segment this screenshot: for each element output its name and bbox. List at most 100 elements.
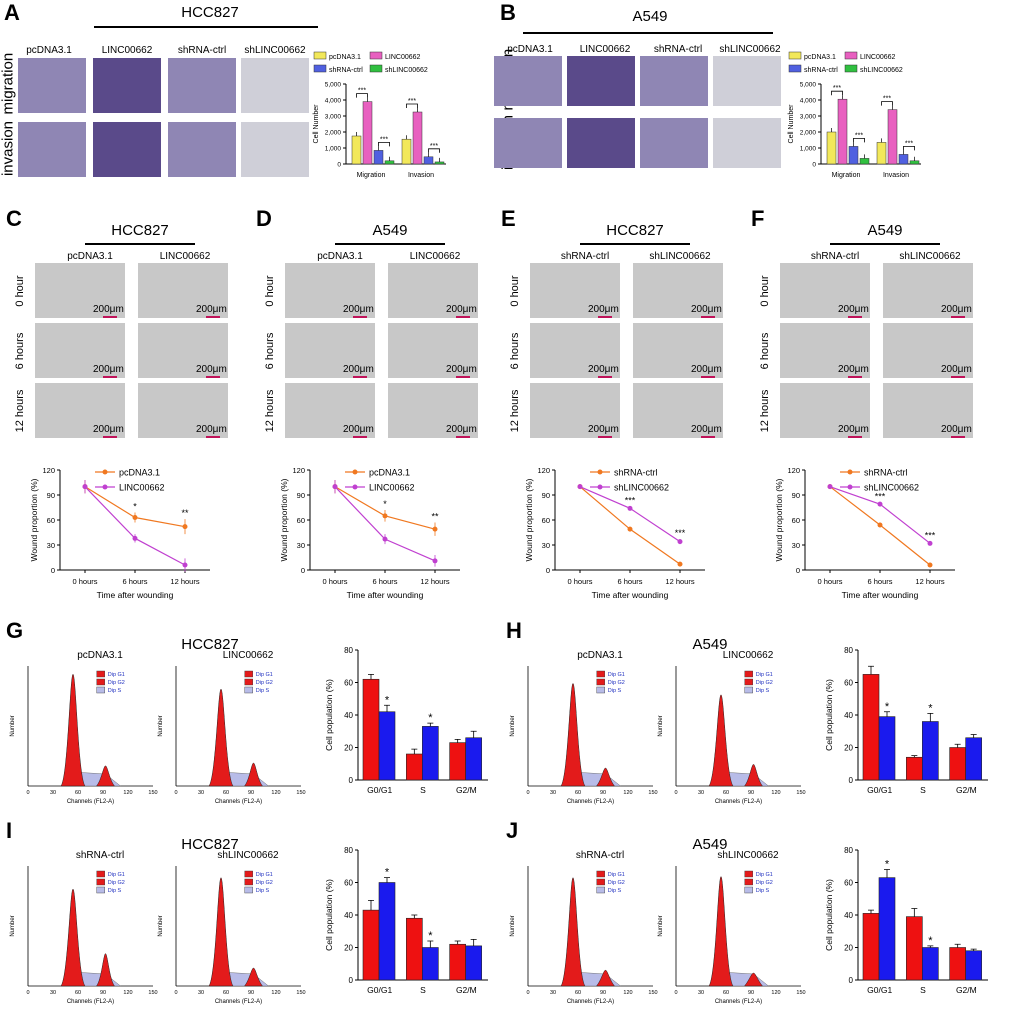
y-tick-label: 90 bbox=[47, 491, 55, 500]
panel-a-col-4: shLINC00662 bbox=[244, 45, 306, 56]
bar bbox=[362, 909, 380, 981]
error-bar bbox=[884, 711, 890, 717]
panel-a-col-2: LINC00662 bbox=[101, 45, 153, 56]
bar bbox=[434, 161, 445, 165]
wound-row-label: 12 hours bbox=[14, 389, 26, 433]
x-tick-label: Migration bbox=[832, 172, 861, 179]
panel-i-bar-chart: 0 20 40 60 80 Cell population (%) * G0/G1 * S G2/M bbox=[324, 846, 488, 995]
dip-g1-peak bbox=[60, 888, 86, 987]
x-tick-label: 120 bbox=[271, 990, 280, 996]
bar bbox=[878, 716, 896, 781]
x-tick-label: 30 bbox=[550, 990, 556, 996]
error-bar bbox=[368, 899, 374, 911]
error-bar bbox=[970, 948, 977, 951]
y-tick-label: 30 bbox=[47, 541, 55, 550]
transwell-image bbox=[18, 122, 86, 177]
legend-marker bbox=[847, 469, 853, 475]
significance-mark: *** bbox=[408, 98, 416, 105]
legend-marker bbox=[102, 469, 108, 475]
x-tick-label: 0 bbox=[174, 990, 177, 996]
legend-label: shLINC00662 bbox=[385, 67, 428, 74]
y-tick-label: 20 bbox=[344, 944, 353, 953]
legend-swatch bbox=[96, 886, 105, 894]
y-axis-label: Cell population (%) bbox=[324, 679, 334, 751]
x-tick-label: 60 bbox=[575, 790, 581, 796]
legend-label: pcDNA3.1 bbox=[804, 54, 836, 61]
legend-swatch bbox=[244, 670, 253, 678]
x-tick-label: 60 bbox=[723, 790, 729, 796]
scale-bar-label: 200μm bbox=[588, 304, 619, 315]
data-point bbox=[182, 524, 188, 530]
panel-e-title: HCC827 bbox=[606, 222, 664, 239]
scale-bar bbox=[456, 316, 470, 318]
legend-swatch bbox=[96, 878, 105, 886]
data-point bbox=[927, 540, 933, 546]
error-bar bbox=[454, 940, 461, 945]
significance-bracket bbox=[903, 146, 915, 151]
error-bar bbox=[927, 945, 934, 948]
legend-label: Dip S bbox=[608, 688, 622, 694]
legend-swatch bbox=[744, 878, 753, 886]
bar bbox=[887, 109, 898, 165]
legend-swatch bbox=[596, 870, 605, 878]
legend-swatch bbox=[596, 678, 605, 686]
legend-label: Dip G2 bbox=[108, 680, 125, 686]
transwell-image bbox=[713, 118, 781, 168]
wound-image bbox=[530, 383, 620, 438]
x-tick-label: 0 bbox=[174, 790, 177, 796]
y-axis-label: Number bbox=[10, 915, 16, 936]
significance-mark: *** bbox=[358, 88, 366, 95]
legend-swatch bbox=[96, 670, 105, 678]
significance-mark: * bbox=[385, 867, 390, 879]
y-tick-label: 0 bbox=[51, 566, 55, 575]
wound-image bbox=[388, 263, 478, 318]
wound-col-label: shLINC00662 bbox=[899, 251, 961, 262]
x-tick-label: 150 bbox=[648, 990, 657, 996]
scale-bar-label: 200μm bbox=[343, 424, 374, 435]
y-tick-label: 30 bbox=[297, 541, 305, 550]
dip-g1-peak bbox=[560, 683, 586, 787]
legend-label: shRNA-ctrl bbox=[864, 468, 908, 478]
y-tick-label: 60 bbox=[344, 679, 353, 688]
x-tick-label: 12 hours bbox=[915, 577, 944, 586]
x-tick-label: 0 bbox=[26, 790, 29, 796]
scale-bar-label: 200μm bbox=[93, 424, 124, 435]
legend-label: Dip G2 bbox=[256, 880, 273, 886]
scale-bar bbox=[353, 436, 367, 438]
bar bbox=[378, 711, 396, 781]
legend-swatch bbox=[596, 686, 605, 694]
legend-label: Dip G1 bbox=[256, 672, 273, 678]
transwell-image bbox=[567, 56, 635, 106]
wound-col-label: shRNA-ctrl bbox=[810, 251, 860, 262]
error-bar bbox=[470, 938, 477, 946]
data-point bbox=[332, 484, 338, 490]
x-tick-label: 0 bbox=[526, 990, 529, 996]
x-tick-label: 0 hours bbox=[72, 577, 97, 586]
panel-a-col-3: shRNA-ctrl bbox=[177, 45, 227, 56]
significance-bracket bbox=[406, 103, 418, 108]
significance-bracket bbox=[356, 93, 368, 98]
wound-row-label: 6 hours bbox=[759, 332, 771, 370]
panel-a-row-invasion: invasion bbox=[0, 120, 17, 177]
panel-h-title: A549 bbox=[692, 636, 728, 653]
dip-g2-peak bbox=[595, 767, 616, 787]
panel-b-bar-chart: pcDNA3.1 LINC00662 shRNA-ctrl shLINC00662 0 1… bbox=[788, 51, 921, 179]
legend-label: LINC00662 bbox=[860, 54, 896, 61]
dip-g1-peak bbox=[60, 674, 86, 787]
scale-bar bbox=[353, 376, 367, 378]
significance-mark: * bbox=[885, 701, 890, 713]
significance-bracket bbox=[853, 138, 865, 143]
scale-bar bbox=[206, 436, 220, 438]
bar bbox=[384, 160, 395, 165]
legend-marker bbox=[597, 469, 603, 475]
histogram-title: shRNA-ctrl bbox=[75, 850, 125, 861]
legend-label: shRNA-ctrl bbox=[804, 67, 838, 74]
x-tick-label: 120 bbox=[771, 990, 780, 996]
legend-swatch bbox=[244, 878, 253, 886]
data-point bbox=[577, 484, 583, 490]
x-tick-label: 60 bbox=[575, 990, 581, 996]
transwell-image bbox=[494, 56, 562, 106]
dip-g2-peak bbox=[595, 969, 616, 987]
wound-image bbox=[633, 263, 723, 318]
